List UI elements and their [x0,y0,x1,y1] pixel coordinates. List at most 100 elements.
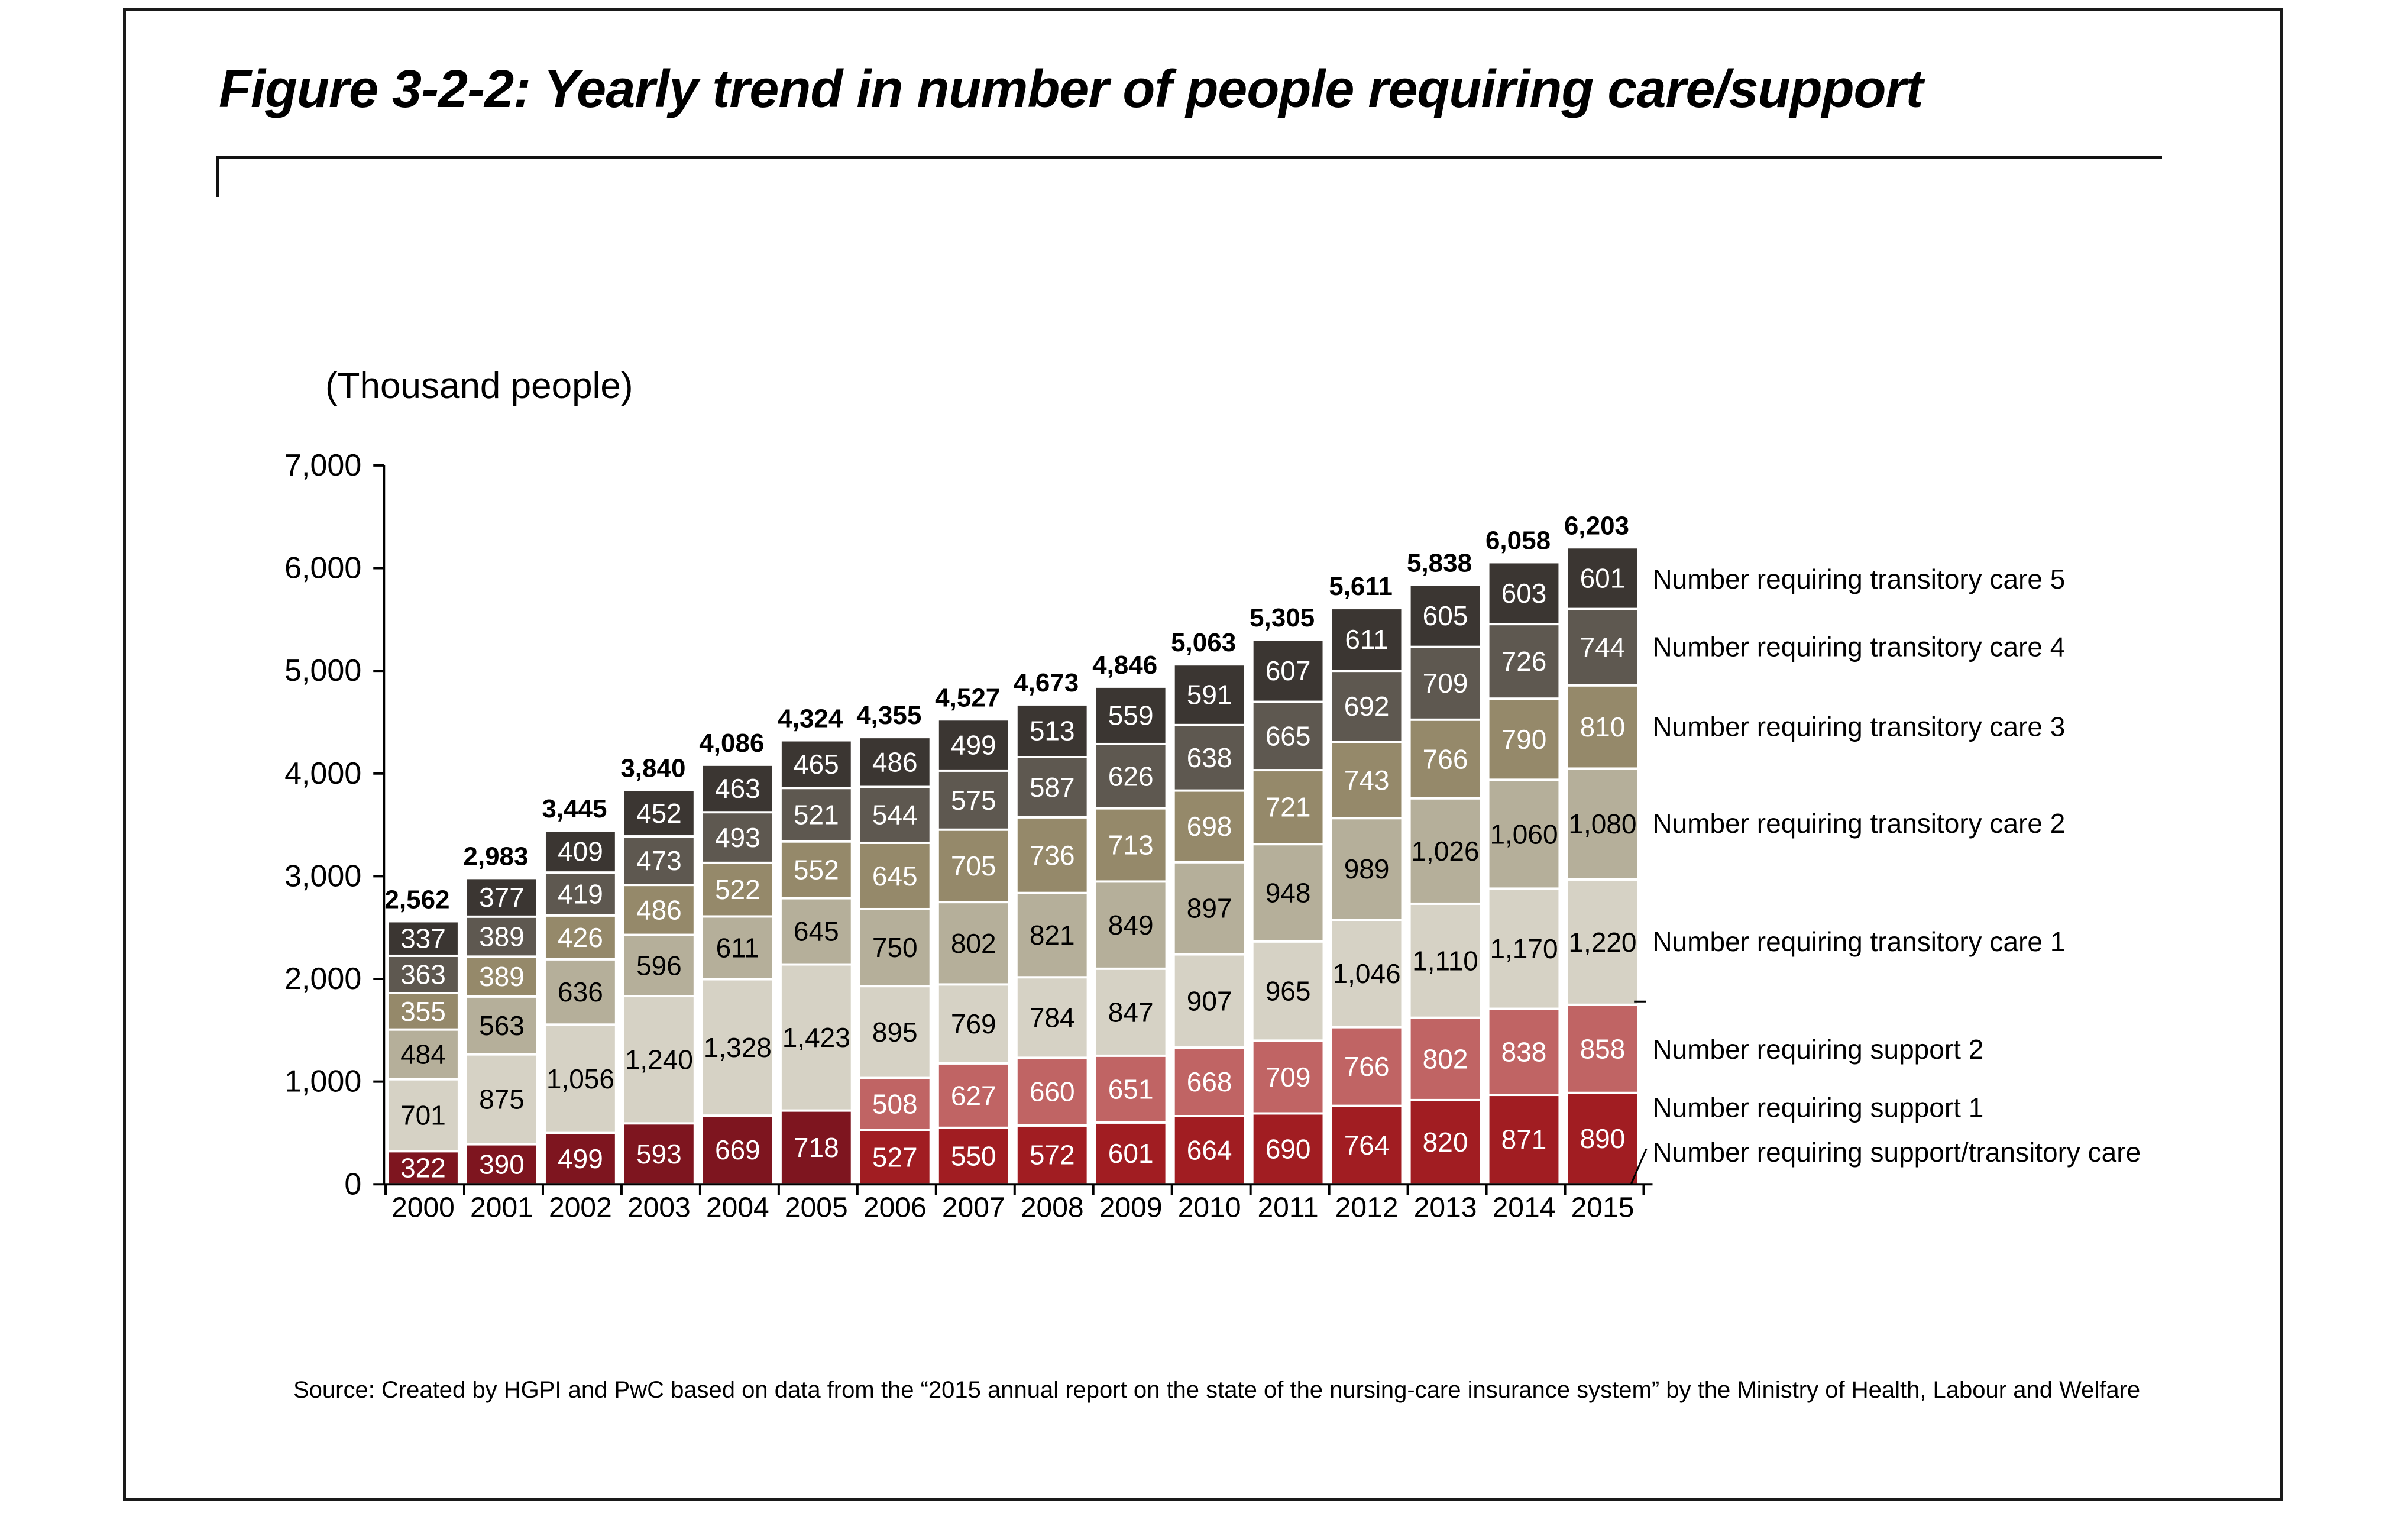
bar-segment [467,1145,536,1184]
bar-segment [1017,978,1087,1057]
bar-total-label: 6,058 [1485,526,1551,555]
bar-segment [1489,1010,1559,1094]
bar-segment [389,994,458,1029]
segment-value-label: 1,240 [625,1045,693,1075]
segment-value-label: 701 [400,1100,446,1131]
bar-total-label: 5,611 [1329,572,1393,601]
bar-segment [703,917,772,978]
segment-value-label: 645 [872,861,918,891]
segment-value-label: 669 [715,1134,760,1165]
segment-value-label: 750 [872,932,918,963]
segment-value-label: 521 [794,799,839,830]
segment-value-label: 890 [1580,1123,1626,1154]
bar-segment [1174,726,1244,790]
segment-value-label: 527 [872,1142,918,1173]
segment-value-label: 698 [1187,811,1232,842]
segment-value-label: 322 [400,1152,446,1183]
segment-value-label: 544 [872,800,918,830]
bar-segment [1489,700,1559,779]
bar-segment [703,1117,772,1184]
y-tick-label: 0 [344,1167,361,1201]
bar-total-label: 5,305 [1250,603,1315,632]
bar-segment [781,965,851,1110]
x-tick-label: 2000 [391,1192,455,1223]
bar-segment [1174,863,1244,953]
segment-value-label: 484 [400,1039,446,1070]
bar-segment [860,738,930,786]
bar-segment [1489,781,1559,888]
legend-label: Number requiring support 2 [1652,1034,1983,1065]
bar-segment [781,789,851,840]
bar-segment [860,987,930,1077]
bar-segment [781,842,851,897]
bar-segment [1253,1042,1323,1113]
y-tick-label: 2,000 [284,962,361,996]
segment-value-label: 426 [558,922,603,953]
bar-segment [1568,610,1637,684]
bar-segment [1096,1056,1166,1121]
segment-value-label: 1,026 [1411,836,1479,867]
segment-value-label: 821 [1030,920,1075,951]
segment-value-label: 377 [479,882,525,913]
segment-value-label: 522 [715,874,760,905]
segment-value-label: 802 [1423,1043,1468,1074]
bar-segment [467,879,536,916]
source-note: Source: Created by HGPI and PwC based on… [293,1377,2141,1403]
y-tick-label: 1,000 [284,1065,361,1099]
segment-value-label: 409 [558,836,603,867]
segment-value-label: 709 [1266,1062,1311,1092]
x-tick-label: 2013 [1414,1192,1477,1223]
segment-value-label: 820 [1423,1127,1468,1158]
bar-segment [467,917,536,956]
segment-value-label: 473 [636,845,682,876]
legend-pointer [1630,1148,1648,1185]
bar-segment [1253,771,1323,843]
title-rule-tick [216,156,219,197]
segment-value-label: 513 [1030,715,1075,746]
bar-segment [389,1080,458,1150]
bar-segment [1489,625,1559,698]
segment-value-label: 363 [400,959,446,990]
segment-value-label: 550 [951,1141,996,1172]
segment-value-label: 1,423 [782,1022,850,1053]
bar-total-label: 4,846 [1092,651,1157,680]
segment-value-label: 508 [872,1089,918,1120]
y-tick-label: 6,000 [284,551,361,586]
segment-value-label: 709 [1423,668,1468,699]
bar-segment [1096,969,1166,1055]
segment-value-label: 764 [1344,1130,1390,1160]
segment-value-label: 499 [558,1143,603,1174]
x-tick-label: 2004 [706,1192,769,1223]
segment-value-label: 1,080 [1568,809,1636,839]
bar-segment [1410,904,1480,1017]
bar-total-label: 4,324 [778,704,843,733]
bar-segment [1253,845,1323,940]
bar-segment [1096,882,1166,968]
bar-segment [1174,791,1244,861]
segment-value-label: 463 [715,773,760,804]
x-tick-label: 2012 [1335,1192,1399,1223]
bar-segment [389,956,458,992]
bar-segment [624,997,694,1123]
segment-value-label: 575 [951,785,996,816]
bar-total-label: 4,355 [856,701,921,730]
segment-value-label: 790 [1501,724,1547,755]
segment-value-label: 989 [1344,854,1390,884]
bar-total-label: 4,086 [699,729,764,758]
bar-segment [624,936,694,995]
bar-total-label: 5,063 [1171,628,1236,657]
bar-segment [1253,641,1323,701]
bar-segment [1253,703,1323,770]
segment-value-label: 572 [1030,1140,1075,1171]
segment-value-label: 1,170 [1490,933,1558,964]
bar-segment [703,813,772,862]
segment-value-label: 1,220 [1568,927,1636,958]
segment-value-label: 626 [1108,761,1154,791]
title-rule [216,156,2162,159]
bar-segment [703,980,772,1115]
bar-segment [938,903,1008,984]
segment-value-label: 591 [1187,680,1232,710]
segment-value-label: 907 [1187,985,1232,1016]
bar-segment [389,1152,458,1184]
bar-segment [1568,686,1637,768]
